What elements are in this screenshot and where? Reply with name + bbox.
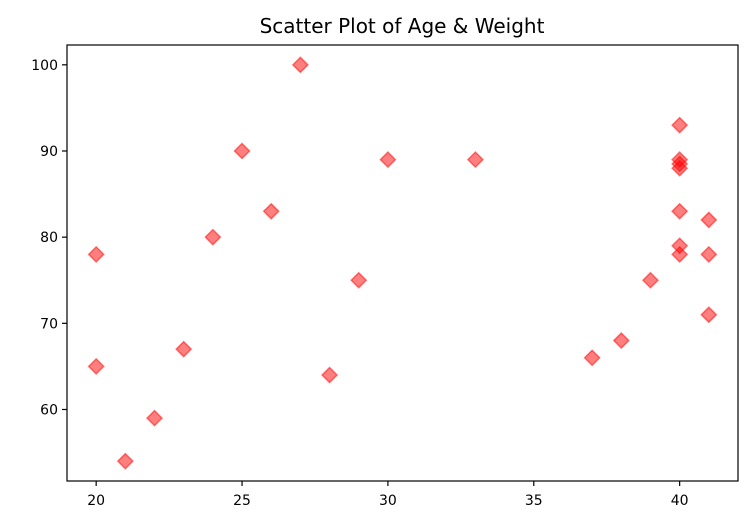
data-point: [87, 245, 105, 263]
data-point: [291, 56, 309, 74]
data-point: [641, 271, 660, 289]
data-point: [583, 349, 601, 367]
data-point: [204, 228, 222, 246]
x-tick-label: 20: [87, 493, 105, 509]
data-point: [671, 202, 689, 220]
axes: 20 25 30 35 40 60 70 80 90 100: [31, 44, 739, 509]
data-point: [116, 452, 134, 470]
data-point: [175, 340, 193, 358]
x-tick-label: 30: [379, 493, 397, 509]
y-tick-label: 60: [40, 402, 58, 418]
data-point: [700, 245, 718, 263]
chart-title: Scatter Plot of Age & Weight: [260, 14, 545, 38]
data-point: [671, 116, 689, 134]
data-point: [671, 155, 689, 173]
y-tick-label: 80: [40, 230, 58, 246]
x-tick-label: 35: [525, 493, 543, 509]
plot-frame: [66, 44, 739, 482]
data-point: [700, 211, 718, 229]
data-point: [321, 366, 339, 384]
data-point: [87, 357, 105, 375]
data-point: [700, 306, 718, 324]
data-point: [466, 151, 484, 169]
y-tick-label: 70: [40, 316, 58, 332]
y-tick-label: 100: [31, 58, 58, 74]
x-tick-label: 40: [671, 493, 689, 509]
data-point: [379, 151, 397, 169]
data-points: [87, 56, 718, 470]
data-point: [233, 142, 251, 160]
data-point: [145, 409, 164, 427]
x-tick-label: 25: [233, 493, 251, 509]
y-tick-label: 90: [40, 144, 58, 160]
data-point: [262, 202, 280, 220]
data-point: [671, 245, 689, 263]
data-point: [350, 271, 368, 289]
data-point: [612, 331, 630, 350]
